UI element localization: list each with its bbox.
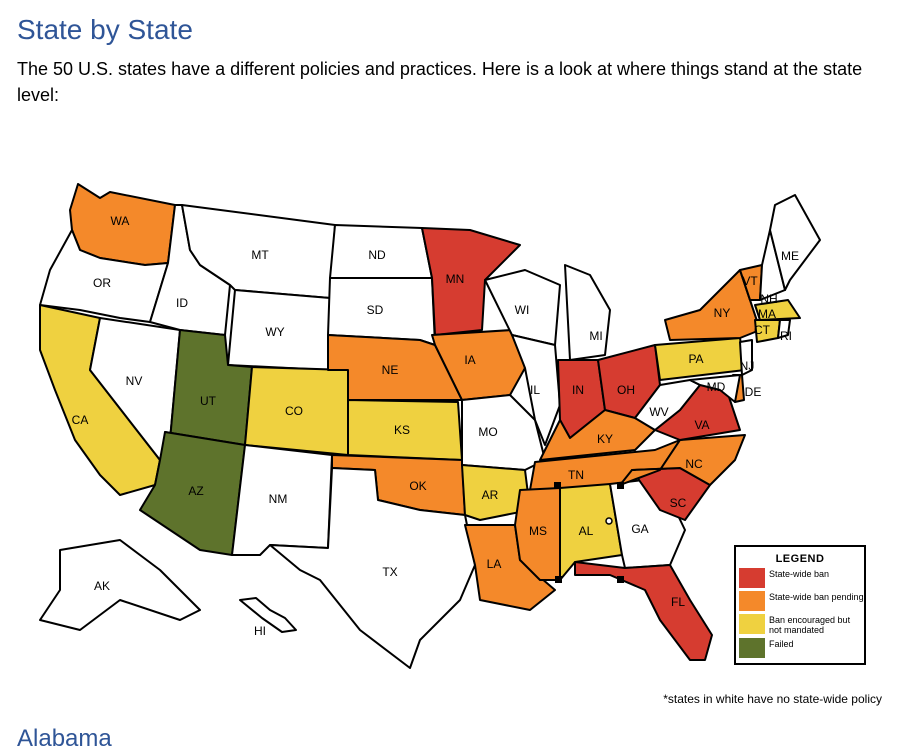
state-labels: WA OR CA ID NV MT WY UT AZ CO NM ND SD NE KS OK TX MN IA MO…: [72, 214, 799, 638]
state-label-AZ: AZ: [188, 484, 203, 498]
state-label-MS: MS: [529, 524, 547, 538]
state-label-AL: AL: [579, 524, 594, 538]
footnote: *states in white have no state-wide poli…: [663, 692, 882, 706]
state-MN: [421, 227, 521, 336]
legend: LEGEND State-wide ban State-wide ban pen…: [734, 545, 866, 665]
state-TX: [269, 467, 476, 669]
state-label-KS: KS: [394, 423, 410, 437]
state-label-DE: DE: [745, 385, 762, 399]
legend-label-ban: State-wide ban: [769, 569, 830, 579]
state-label-OH: OH: [617, 383, 635, 397]
state-label-CO: CO: [285, 404, 303, 418]
state-label-LA: LA: [487, 557, 502, 571]
city-marker: [554, 482, 561, 489]
state-AR: [461, 464, 531, 521]
state-AK: [39, 539, 201, 631]
legend-item-encouraged: Ban encouraged but not mandated: [739, 614, 864, 635]
state-label-WV: WV: [649, 405, 668, 419]
state-label-NH: NH: [760, 292, 777, 306]
state-label-PA: PA: [688, 352, 703, 366]
next-section-heading[interactable]: Alabama: [17, 725, 112, 752]
state-label-NE: NE: [382, 363, 399, 377]
state-label-FL: FL: [671, 595, 685, 609]
state-label-VT: VT: [742, 274, 758, 288]
state-NE: [327, 334, 463, 401]
legend-swatch-failed: [739, 638, 765, 658]
state-label-AR: AR: [482, 488, 499, 502]
state-label-MI: MI: [589, 329, 602, 343]
state-label-MA: MA: [758, 307, 776, 321]
state-ME: [769, 194, 821, 291]
map-svg: WA OR CA ID NV MT WY UT AZ CO NM ND SD NE KS OK TX MN IA MO…: [39, 183, 821, 669]
state-FL: [574, 561, 713, 661]
state-AL: [559, 483, 623, 581]
state-label-IA: IA: [464, 353, 475, 367]
legend-item-ban: State-wide ban: [739, 568, 864, 588]
state-label-GA: GA: [631, 522, 648, 536]
city-marker: [605, 517, 613, 525]
state-label-SD: SD: [367, 303, 384, 317]
legend-label-encouraged: Ban encouraged but not mandated: [769, 615, 851, 635]
state-HI: [239, 597, 297, 633]
city-marker: [617, 576, 624, 583]
legend-label-pending: State-wide ban pending: [769, 592, 864, 602]
state-label-MN: MN: [446, 272, 465, 286]
state-label-VA: VA: [694, 418, 709, 432]
state-label-NJ: NJ: [740, 359, 755, 373]
state-label-AK: AK: [94, 579, 110, 593]
state-label-IN: IN: [572, 383, 584, 397]
legend-swatch-ban: [739, 568, 765, 588]
state-label-WI: WI: [515, 303, 530, 317]
legend-item-pending: State-wide ban pending: [739, 591, 864, 611]
state-label-ND: ND: [368, 248, 386, 262]
state-label-ME: ME: [781, 249, 799, 263]
state-NJ: [739, 339, 753, 376]
page-title: State by State: [17, 14, 193, 45]
state-label-IL: IL: [530, 383, 540, 397]
state-label-HI: HI: [254, 624, 266, 638]
state-label-KY: KY: [597, 432, 613, 446]
legend-swatch-encouraged: [739, 614, 765, 634]
state-label-ID: ID: [176, 296, 188, 310]
state-label-TX: TX: [382, 565, 397, 579]
state-label-MD: MD: [707, 380, 726, 394]
state-label-WA: WA: [111, 214, 130, 228]
state-RI: [777, 319, 791, 339]
state-label-NY: NY: [714, 306, 731, 320]
state-NC: [619, 434, 746, 486]
state-label-UT: UT: [200, 394, 217, 408]
intro-text: The 50 U.S. states have a different poli…: [17, 59, 863, 105]
legend-label-failed: Failed: [769, 639, 794, 649]
state-label-WY: WY: [265, 325, 284, 339]
state-label-NV: NV: [126, 374, 143, 388]
state-WI: [484, 269, 561, 346]
legend-item-failed: Failed: [739, 638, 864, 658]
state-label-NC: NC: [685, 457, 703, 471]
state-label-MT: MT: [251, 248, 269, 262]
state-label-TN: TN: [568, 468, 584, 482]
state-label-NM: NM: [269, 492, 288, 506]
state-label-MO: MO: [478, 425, 497, 439]
state-label-CT: CT: [754, 323, 771, 337]
city-marker: [555, 576, 562, 583]
state-MI: [564, 264, 611, 361]
state-label-CA: CA: [72, 413, 89, 427]
state-MA: [754, 299, 801, 321]
state-NY: [664, 269, 761, 341]
state-IL: [511, 334, 561, 446]
legend-swatch-pending: [739, 591, 765, 611]
state-label-OK: OK: [409, 479, 426, 493]
state-MD: [689, 374, 741, 403]
city-marker: [617, 482, 624, 489]
us-state-map: WA OR CA ID NV MT WY UT AZ CO NM ND SD NE KS OK TX MN IA MO…: [0, 170, 900, 690]
state-label-SC: SC: [670, 496, 687, 510]
legend-title: LEGEND: [775, 553, 825, 565]
state-label-OR: OR: [93, 276, 111, 290]
state-label-RI: RI: [780, 329, 792, 343]
